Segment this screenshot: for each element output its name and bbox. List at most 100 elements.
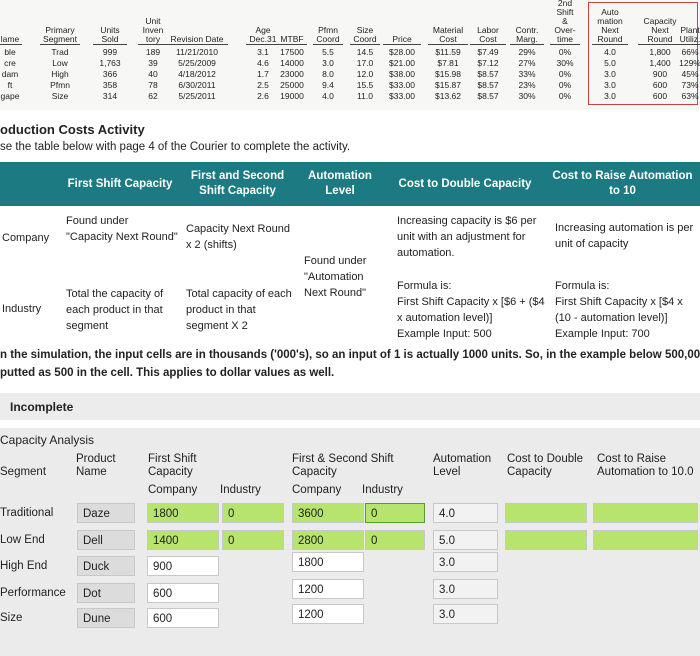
report-header: Auto mation Next Round (592, 0, 628, 45)
report-header: Revision Date (166, 0, 228, 45)
report-header: Plant Utiliz. (678, 0, 700, 45)
report-cell: Size (51, 91, 69, 101)
report-cell: 63% (681, 91, 699, 101)
report-cell: 9.4 (322, 80, 334, 90)
report-cell: 23% (518, 80, 536, 90)
formula-cell: Formula is: First Shift Capacity x [$6 +… (397, 280, 545, 340)
report-cell: 8.0 (322, 69, 334, 79)
activity-title: oduction Costs Activity (0, 122, 145, 137)
report-header: Pfmn Coord (313, 0, 343, 45)
report-cell: 2.6 (257, 91, 269, 101)
formula-cell: Found under "Capacity Next Round" (66, 215, 178, 243)
formula-cell: Capacity Next Round x 2 (shifts) (186, 223, 290, 251)
col-header: Cost to Raise Automation to 10.0 (597, 453, 694, 478)
report-header: Size Coord (350, 0, 380, 45)
report-header: Price (383, 0, 421, 45)
product-name: Dell (77, 530, 135, 550)
report-cell: 62 (148, 91, 158, 101)
report-cell: 5.5 (322, 47, 334, 57)
input-cell: 5.0 (433, 530, 498, 550)
formula-cell: Formula is: First Shift Capacity x [$4 x… (555, 280, 683, 340)
report-cell: ble (4, 47, 16, 57)
product-name: Duck (77, 556, 135, 576)
report-header: MTBF (277, 0, 307, 45)
report-cell: $7.12 (477, 58, 499, 68)
report-cell: 45% (681, 69, 699, 79)
report-cell: 40 (148, 69, 158, 79)
report-cell: 5/25/2011 (178, 91, 216, 101)
segment-label: Size (0, 612, 23, 624)
report-cell: Trad (51, 47, 69, 57)
report-header: Unit Inven tory (138, 0, 168, 45)
col-header: First & Second Shift Capacity (292, 453, 394, 478)
report-cell: $33.00 (389, 91, 415, 101)
status-box (0, 393, 700, 420)
input-cell: 3.0 (433, 552, 498, 572)
report-cell: 4/18/2012 (178, 69, 216, 79)
input-cell: 1200 (292, 604, 364, 624)
report-cell: 0% (558, 91, 572, 101)
activity-instruction: se the table below with page 4 of the Co… (0, 141, 351, 153)
report-header: Units Sold (93, 0, 127, 45)
input-cell: 900 (147, 556, 219, 576)
report-cell: 189 (145, 47, 161, 57)
product-name: Dot (77, 583, 135, 603)
input-cell (593, 530, 698, 550)
report-cell: 2.5 (257, 80, 269, 90)
segment-label: Low End (0, 534, 45, 546)
col-subheader: Company (292, 484, 342, 496)
report-cell: 19000 (280, 91, 304, 101)
report-header: Age Dec.31 (246, 0, 280, 45)
report-cell: $7.49 (477, 47, 499, 57)
report-cell: cre (4, 58, 16, 68)
report-cell: 3.0 (604, 69, 616, 79)
report-cell: 23000 (280, 69, 304, 79)
report-cell: $8.57 (477, 69, 499, 79)
input-cell: 1800 (147, 503, 219, 523)
formula-cell: Increasing automation is per unit of cap… (555, 222, 694, 250)
report-cell: 73% (681, 80, 699, 90)
segment-label: High End (0, 560, 48, 572)
report-cell: 4.6 (257, 58, 269, 68)
formula-header: Cost to Double Capacity (398, 177, 532, 190)
status: Incomplete (10, 400, 74, 414)
input-cell: 0 (222, 503, 284, 523)
segment-label: Traditional (0, 507, 54, 519)
input-cell (505, 530, 587, 550)
report-cell: 6/30/2011 (178, 80, 216, 90)
report-cell: $8.57 (477, 80, 499, 90)
report-cell: 66% (681, 47, 699, 57)
report-cell: 314 (102, 91, 118, 101)
report-header: lame (0, 0, 22, 45)
report-cell: $7.81 (437, 58, 459, 68)
report-cell: $13.62 (435, 91, 461, 101)
report-header: Capacity Next Round (638, 0, 682, 45)
report-cell: 600 (652, 91, 668, 101)
report-cell: 17500 (280, 47, 304, 57)
report-cell: dam (1, 69, 19, 79)
report-cell: $21.00 (389, 58, 415, 68)
report-cell: 78 (148, 80, 158, 90)
input-cell (593, 503, 698, 523)
report-cell: 5.0 (604, 58, 616, 68)
report-cell: 358 (102, 80, 118, 90)
capacity-box-outline (588, 2, 698, 105)
segment-label: Performance (0, 587, 66, 599)
report-cell: 17.0 (356, 58, 374, 68)
report-cell: 900 (652, 69, 668, 79)
input-cell: 3600 (292, 503, 364, 523)
note-line: putted as 500 in the cell. This applies … (0, 367, 335, 379)
report-cell: 11.0 (357, 91, 373, 101)
formula-header: First and Second Shift Capacity (190, 170, 285, 197)
report-cell: 3.0 (604, 91, 616, 101)
input-cell: 0 (365, 503, 425, 523)
formula-cell: Total the capacity of each product in th… (66, 288, 164, 332)
product-name: Daze (77, 503, 135, 523)
report-cell: 1,763 (99, 58, 121, 68)
formula-header-band (0, 162, 700, 206)
col-header: First Shift Capacity (148, 453, 197, 478)
input-cell: 0 (365, 530, 425, 550)
report-cell: $33.00 (389, 80, 415, 90)
report-cell: Low (52, 58, 68, 68)
